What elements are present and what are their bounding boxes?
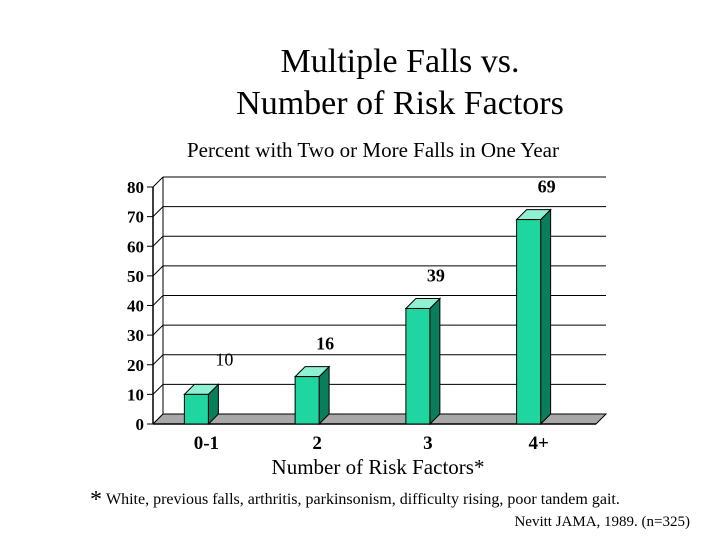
chart-subtitle: Percent with Two or More Falls in One Ye… — [186, 138, 559, 162]
chart-title-line-1: Multiple Falls vs. — [280, 43, 520, 80]
y-axis-depth-tick — [152, 324, 164, 336]
y-tick-label: 10 — [127, 385, 144, 404]
footnote-marker: * — [90, 487, 102, 513]
x-tick-label: 2 — [312, 433, 322, 454]
y-tick-label: 50 — [127, 267, 144, 286]
data-label: 10 — [215, 349, 233, 369]
y-tick-label: 0 — [136, 415, 145, 434]
bar — [294, 376, 320, 425]
x-axis-label: Number of Risk Factors* — [271, 455, 485, 479]
y-tick-label: 40 — [127, 297, 144, 316]
y-tick-label: 80 — [127, 178, 144, 197]
y-axis-depth-tick — [152, 295, 164, 306]
bar — [405, 307, 431, 425]
footnote-text: White, previous falls, arthritis, parkin… — [106, 491, 620, 508]
bar — [183, 393, 209, 425]
data-label: 39 — [427, 265, 445, 285]
y-axis-depth-tick — [152, 206, 164, 217]
y-tick-label: 70 — [127, 208, 144, 227]
chart-title-line-2: Number of Risk Factors — [236, 85, 564, 122]
x-tick-label: 4+ — [528, 433, 548, 454]
data-label: 16 — [316, 334, 334, 354]
y-tick-label: 20 — [127, 356, 144, 375]
x-tick-label: 0-1 — [194, 433, 219, 454]
citation: Nevitt JAMA, 1989. (n=325) — [514, 514, 690, 530]
data-label: 69 — [538, 177, 556, 197]
x-tick-label: 3 — [423, 433, 433, 454]
y-axis-depth-tick — [152, 265, 164, 277]
bar — [516, 219, 542, 425]
footnote: * White, previous falls, arthritis, parki… — [90, 487, 620, 514]
bar-side — [429, 297, 441, 426]
y-axis-depth-tick — [152, 384, 164, 395]
bar-side — [540, 208, 552, 426]
y-axis-depth-tick — [152, 235, 164, 247]
y-axis-depth-tick — [152, 354, 164, 366]
y-tick-label: 30 — [127, 326, 144, 345]
y-tick-label: 60 — [127, 237, 144, 256]
y-axis-depth-tick — [152, 176, 164, 188]
